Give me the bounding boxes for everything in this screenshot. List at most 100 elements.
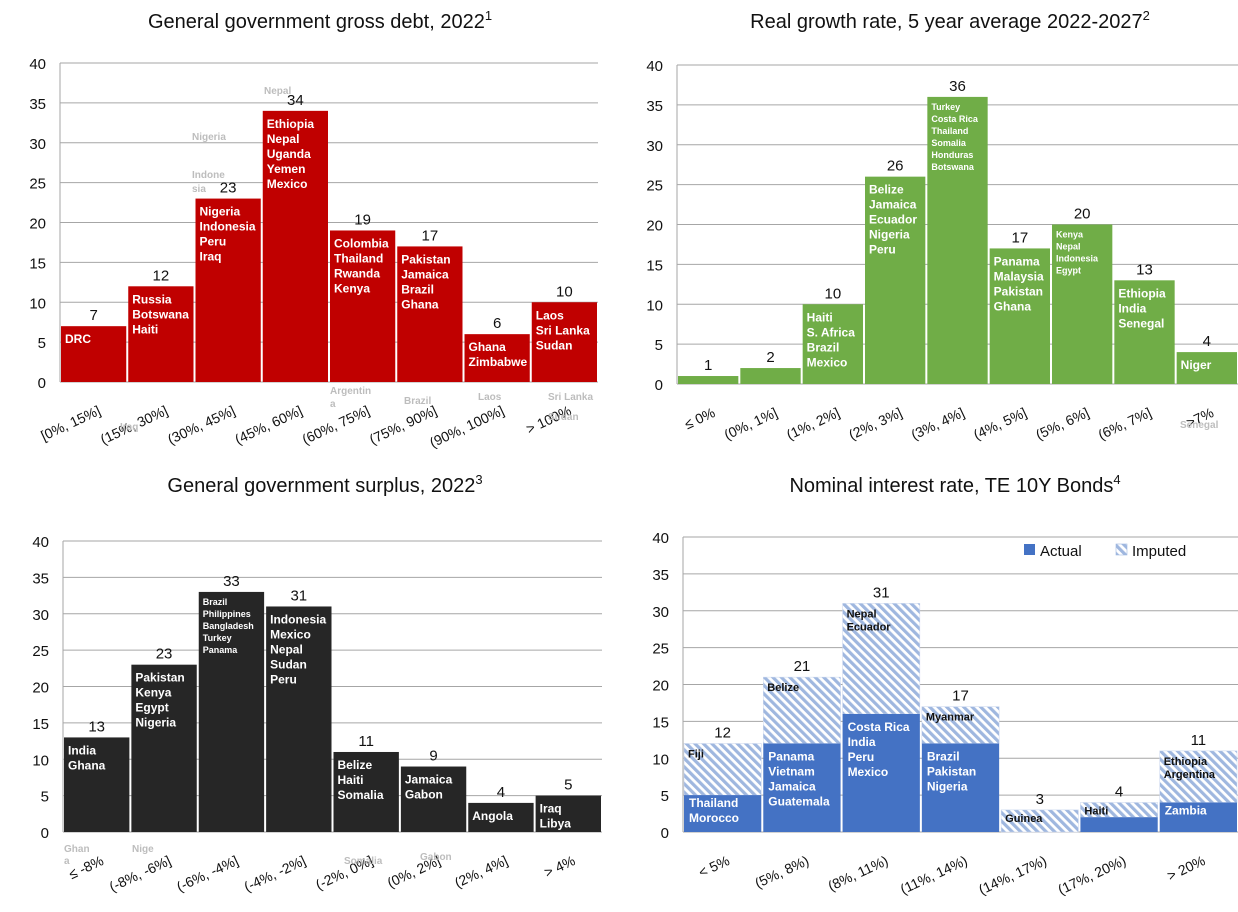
bar bbox=[989, 248, 1050, 384]
data-label: 21 bbox=[794, 658, 811, 675]
bar-actual bbox=[763, 743, 841, 832]
bar bbox=[128, 286, 194, 382]
data-label: 10 bbox=[824, 285, 841, 302]
chart-panel-1: General government gross debt, 20221 0 5 10… bbox=[29, 8, 598, 451]
bar bbox=[531, 302, 597, 382]
y-tick-label: 25 bbox=[29, 176, 46, 193]
bar-actual bbox=[1080, 817, 1158, 832]
bar-imputed bbox=[1000, 809, 1079, 833]
data-label: 12 bbox=[714, 725, 731, 742]
x-tick-label: < 5% bbox=[696, 852, 732, 880]
bar bbox=[1176, 352, 1237, 384]
y-tick-label: 5 bbox=[38, 335, 46, 352]
ghost-country-label: Iraq bbox=[120, 422, 138, 433]
y-tick-label: 15 bbox=[29, 255, 46, 272]
data-label: 6 bbox=[493, 315, 501, 332]
x-tick-label: (6%, 7%] bbox=[1096, 404, 1154, 443]
x-tick-label: (0%, 1%] bbox=[722, 404, 780, 443]
bar-imputed bbox=[763, 676, 841, 744]
chart-panel-2: Real growth rate, 5 year average 2022-20… bbox=[646, 8, 1238, 443]
x-tick-label: (17%, 20%) bbox=[1055, 852, 1128, 897]
bar bbox=[678, 376, 739, 384]
ghost-country-label: sia bbox=[192, 184, 206, 195]
bar bbox=[1114, 280, 1175, 384]
data-label: 10 bbox=[556, 283, 573, 300]
bar bbox=[330, 230, 396, 382]
bar-country-label: Nigeria Indonesia Peru Iraq bbox=[200, 205, 256, 264]
bar-imputed bbox=[921, 706, 1000, 744]
data-label: 12 bbox=[153, 267, 170, 284]
data-label: 20 bbox=[1074, 206, 1091, 223]
y-tick-label: 10 bbox=[646, 297, 663, 314]
x-tick-label: (60%, 75%] bbox=[300, 402, 372, 447]
x-tick-label: [0%, 15%] bbox=[38, 402, 103, 443]
bar bbox=[802, 304, 863, 384]
bar-country-label: Jamaica Gabon bbox=[405, 773, 453, 802]
bar bbox=[1052, 224, 1113, 384]
ghost-country-label: Argentin bbox=[330, 386, 371, 397]
bar-country-label: Ethiopia Argentina bbox=[1164, 756, 1216, 781]
x-tick-label: (3%, 4%] bbox=[909, 404, 967, 443]
bar-actual bbox=[684, 795, 762, 832]
legend-swatch-imputed bbox=[1115, 543, 1128, 556]
bar-actual bbox=[1159, 802, 1237, 832]
y-tick-label: 20 bbox=[652, 678, 669, 695]
bar-country-label: Russia Botswana Haiti bbox=[132, 292, 189, 336]
y-tick-label: 10 bbox=[32, 752, 49, 769]
x-tick-label: (11%, 14%) bbox=[898, 852, 970, 897]
bar bbox=[464, 334, 530, 382]
x-tick-label: (4%, 5%] bbox=[971, 404, 1029, 443]
x-tick-label: ≤ -8% bbox=[66, 852, 106, 882]
legend: Actual Imputed bbox=[1024, 543, 1186, 560]
y-tick-label: 40 bbox=[32, 534, 49, 551]
legend-label-actual: Actual bbox=[1040, 543, 1082, 560]
bar-country-label: Angola bbox=[472, 809, 513, 823]
x-tick-label: (5%, 8%) bbox=[752, 852, 811, 891]
ghost-country-label: Gabon bbox=[420, 852, 452, 863]
bar-country-label: Brazil Philippines Bangladesh Turkey Panama bbox=[203, 597, 254, 655]
x-tick-label: (5%, 6%] bbox=[1033, 404, 1091, 443]
y-tick-label: 0 bbox=[661, 825, 669, 842]
chart-title: Nominal interest rate, TE 10Y Bonds4 bbox=[789, 472, 1120, 497]
y-tick-label: 0 bbox=[38, 375, 46, 392]
x-tick-label: (1%, 2%] bbox=[784, 404, 842, 443]
y-tick-label: 25 bbox=[652, 641, 669, 658]
data-label: 34 bbox=[287, 92, 304, 109]
bar bbox=[865, 176, 926, 384]
ghost-country-label: Sri Lanka bbox=[548, 392, 593, 403]
data-label: 19 bbox=[354, 211, 371, 228]
bar-country-label: Haiti bbox=[1084, 806, 1108, 818]
bar-country-label: Ethiopia Nepal Uganda Yemen Mexico bbox=[267, 117, 315, 191]
ghost-country-label: Nige bbox=[132, 844, 154, 855]
chart-title: Real growth rate, 5 year average 2022-20… bbox=[750, 8, 1150, 33]
data-label: 17 bbox=[952, 688, 969, 705]
bar bbox=[131, 664, 197, 832]
bar-country-label: Pakistan Kenya Egypt Nigeria bbox=[135, 671, 184, 730]
bar-country-label: Niger bbox=[1181, 358, 1212, 372]
data-label: 3 bbox=[1036, 791, 1044, 808]
bar-country-label: Laos Sri Lanka Sudan bbox=[536, 308, 590, 352]
data-label: 7 bbox=[89, 307, 97, 324]
y-tick-label: 35 bbox=[646, 98, 663, 115]
y-tick-label: 20 bbox=[29, 216, 46, 233]
bar-actual bbox=[921, 743, 1000, 832]
data-label: 4 bbox=[1203, 333, 1211, 350]
ghost-country-label: Nepal bbox=[264, 86, 291, 97]
data-label: 13 bbox=[88, 718, 105, 735]
bar-imputed bbox=[683, 743, 762, 796]
x-tick-label: ≤ 0% bbox=[682, 404, 718, 432]
y-tick-label: 10 bbox=[652, 751, 669, 768]
bar bbox=[468, 802, 534, 832]
data-label: 2 bbox=[766, 349, 774, 366]
chart-title: General government gross debt, 20221 bbox=[148, 8, 492, 33]
bar bbox=[198, 591, 265, 832]
y-tick-label: 20 bbox=[646, 218, 663, 235]
ghost-country-label: Senegal bbox=[1180, 420, 1219, 431]
bar bbox=[740, 368, 801, 384]
chart-panel-3: General government surplus, 20223 0 5 10 15 2… bbox=[32, 472, 602, 895]
bar-country-label: Panama Vietnam Jamaica Guatemala bbox=[768, 750, 830, 809]
bar-country-label: Iraq Libya bbox=[540, 802, 572, 831]
bar bbox=[262, 110, 328, 382]
bar bbox=[535, 795, 601, 832]
y-tick-label: 35 bbox=[29, 96, 46, 113]
